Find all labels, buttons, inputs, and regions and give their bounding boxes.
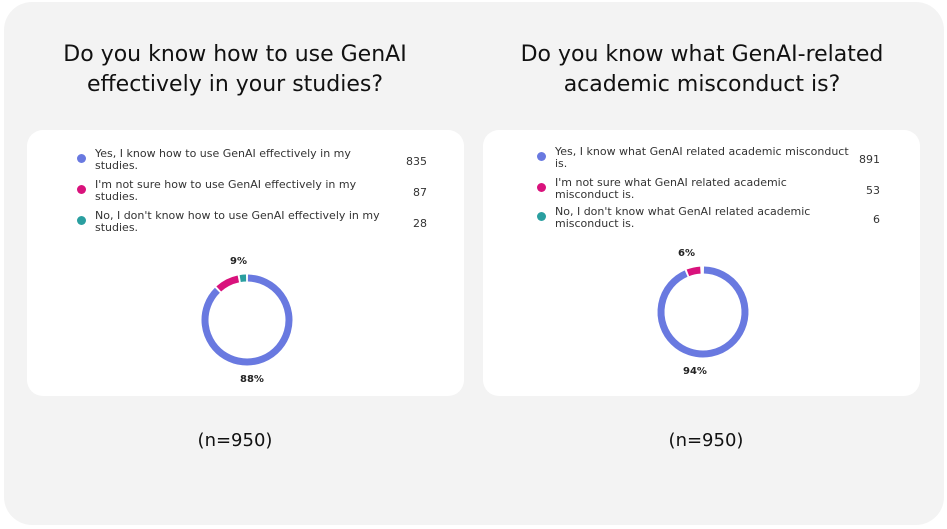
- legend-dot: [537, 152, 546, 161]
- legend-label: I'm not sure what GenAI related academic…: [555, 177, 787, 201]
- title-line: Do you know how to use GenAI: [63, 42, 407, 67]
- legend-label: No, I don't know how to use GenAI effect…: [95, 210, 380, 234]
- legend-label-line: misconduct is.: [555, 188, 635, 201]
- donut-segment: [657, 266, 749, 358]
- donut-segment: [201, 274, 293, 366]
- donut-segment: [686, 266, 701, 277]
- donut-chart-right: 94% 6%: [657, 248, 749, 377]
- legend-label-line: No, I don't know what GenAI related acad…: [555, 205, 811, 218]
- legend-dot: [537, 212, 546, 221]
- legend-value: 891: [859, 153, 880, 166]
- legend-dot: [537, 183, 546, 192]
- sample-size-left: (n=950): [197, 430, 273, 451]
- title-line: effectively in your studies?: [86, 72, 384, 97]
- legend-value: 6: [873, 213, 880, 226]
- title-line: academic misconduct is?: [563, 72, 841, 97]
- legend-value: 53: [866, 184, 880, 197]
- legend-label: Yes, I know how to use GenAI effectively…: [95, 148, 351, 172]
- donut-chart-left: 88% 9%: [201, 256, 293, 385]
- legend-value: 28: [413, 217, 427, 230]
- chart-card-left: Yes, I know how to use GenAI effectively…: [27, 130, 464, 396]
- donut-data-label: 9%: [230, 256, 247, 267]
- chart-title-left: Do you know how to use GenAI effectively…: [40, 40, 430, 100]
- legend-label-line: Yes, I know what GenAI related academic …: [555, 145, 849, 158]
- legend-label-line: studies.: [95, 190, 139, 203]
- legend-value: 87: [413, 186, 427, 199]
- legend-label-line: Yes, I know how to use GenAI effectively…: [95, 147, 351, 160]
- legend-label-line: is.: [555, 157, 568, 170]
- legend-label-line: studies.: [95, 159, 139, 172]
- legend-label-line: I'm not sure how to use GenAI effectivel…: [95, 178, 357, 191]
- chart-card-right: Yes, I know what GenAI related academic …: [483, 130, 920, 396]
- donut-data-label: 88%: [240, 374, 264, 385]
- donut-data-label: 6%: [678, 248, 695, 259]
- donut-data-label: 94%: [683, 366, 707, 377]
- legend-label-line: I'm not sure what GenAI related academic: [555, 176, 787, 189]
- legend-label-line: misconduct is.: [555, 217, 635, 230]
- title-line: Do you know what GenAI-related: [520, 42, 884, 67]
- legend-label-line: studies.: [95, 221, 139, 234]
- chart-title-right: Do you know what GenAI-related academic …: [507, 40, 897, 100]
- legend-dot: [77, 216, 86, 225]
- legend-label: No, I don't know what GenAI related acad…: [555, 206, 810, 230]
- sample-size-right: (n=950): [668, 430, 744, 451]
- legend-label-line: No, I don't know how to use GenAI effect…: [95, 209, 380, 222]
- legend-label: I'm not sure how to use GenAI effectivel…: [95, 179, 356, 203]
- donut-segment: [216, 275, 240, 292]
- legend-dot: [77, 154, 86, 163]
- legend-dot: [77, 185, 86, 194]
- legend-label: Yes, I know what GenAI related academic …: [555, 146, 849, 170]
- donut-segment: [239, 274, 247, 283]
- legend-value: 835: [406, 155, 427, 168]
